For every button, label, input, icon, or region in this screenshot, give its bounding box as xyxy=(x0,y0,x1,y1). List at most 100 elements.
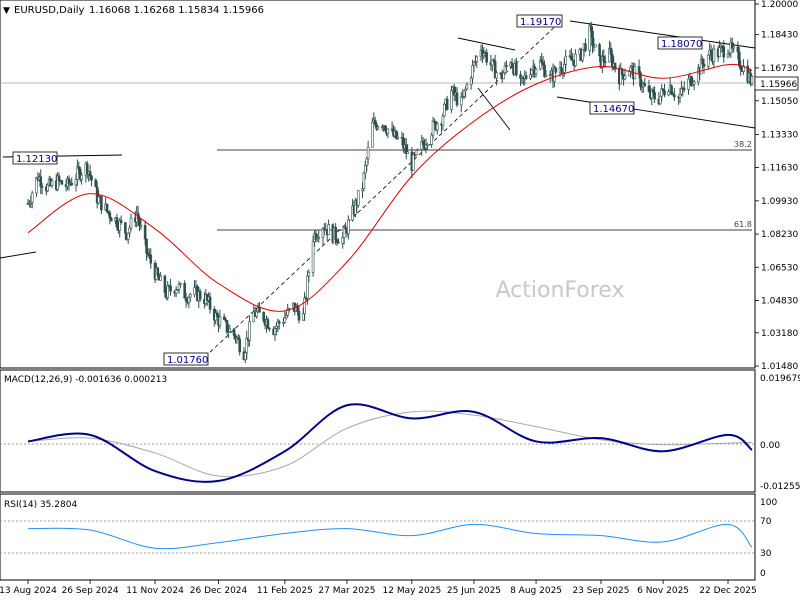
candle-body[interactable] xyxy=(701,58,704,65)
candle-body[interactable] xyxy=(462,90,466,97)
candle-body[interactable] xyxy=(50,180,54,186)
candle-body[interactable] xyxy=(544,75,548,78)
candle-body[interactable] xyxy=(554,67,558,73)
candle-body[interactable] xyxy=(637,66,641,74)
candle-body[interactable] xyxy=(258,307,261,313)
candle-body[interactable] xyxy=(139,225,143,227)
candle-body[interactable] xyxy=(588,25,591,51)
candle-body[interactable] xyxy=(396,136,400,139)
candle-body[interactable] xyxy=(455,92,459,106)
candle-body[interactable] xyxy=(530,69,534,76)
candle-body[interactable] xyxy=(169,285,172,292)
candle-body[interactable] xyxy=(306,275,309,299)
candle-body[interactable] xyxy=(362,172,366,189)
candle-body[interactable] xyxy=(227,331,230,334)
candle-body[interactable] xyxy=(208,296,212,310)
candle-body[interactable] xyxy=(268,327,271,330)
candle-body[interactable] xyxy=(435,123,439,131)
candle-body[interactable] xyxy=(35,177,38,194)
candle-body[interactable] xyxy=(184,297,188,302)
candle-body[interactable] xyxy=(163,275,167,293)
candle-body[interactable] xyxy=(589,25,593,32)
candle-body[interactable] xyxy=(335,239,339,243)
candle-body[interactable] xyxy=(750,76,754,85)
candle-body[interactable] xyxy=(109,217,113,222)
candle-body[interactable] xyxy=(174,289,178,294)
candle-body[interactable] xyxy=(627,71,631,77)
candle-body[interactable] xyxy=(222,316,226,320)
candle-body[interactable] xyxy=(722,46,726,58)
candle-body[interactable] xyxy=(469,77,473,86)
trendline-2025-07-bottom[interactable] xyxy=(477,87,511,131)
candle-body[interactable] xyxy=(658,95,662,104)
candle-body[interactable] xyxy=(365,158,369,166)
candle-body[interactable] xyxy=(273,328,277,335)
candle-body[interactable] xyxy=(244,352,247,360)
candle-body[interactable] xyxy=(726,53,730,58)
candle-body[interactable] xyxy=(623,75,627,80)
candle-body[interactable] xyxy=(198,291,202,300)
candle-body[interactable] xyxy=(465,84,469,90)
candle-body[interactable] xyxy=(742,65,745,72)
candle-body[interactable] xyxy=(553,67,556,82)
candle-body[interactable] xyxy=(232,328,236,336)
candle-body[interactable] xyxy=(491,59,494,66)
candle-body[interactable] xyxy=(376,126,380,130)
candle-body[interactable] xyxy=(736,46,740,53)
candle-body[interactable] xyxy=(255,311,258,317)
candle-body[interactable] xyxy=(166,285,170,298)
candle-body[interactable] xyxy=(74,179,78,186)
candle-body[interactable] xyxy=(317,237,321,239)
candle-body[interactable] xyxy=(493,60,497,79)
candle-body[interactable] xyxy=(373,119,377,125)
candle-body[interactable] xyxy=(541,62,545,66)
candle-body[interactable] xyxy=(88,171,92,177)
candle-body[interactable] xyxy=(538,59,542,70)
candle-body[interactable] xyxy=(179,283,182,285)
candle-body[interactable] xyxy=(603,61,607,63)
candle-body[interactable] xyxy=(277,321,281,324)
candle-body[interactable] xyxy=(524,75,528,79)
candle-body[interactable] xyxy=(39,176,43,187)
macd-pane[interactable] xyxy=(0,369,756,493)
candle-body[interactable] xyxy=(678,93,682,98)
candle-body[interactable] xyxy=(643,83,647,87)
candle-body[interactable] xyxy=(284,315,288,318)
candle-body[interactable] xyxy=(609,47,613,55)
symbol-caret-icon[interactable]: ▼ xyxy=(3,6,10,16)
candle-body[interactable] xyxy=(386,128,390,134)
candle-body[interactable] xyxy=(105,203,109,212)
candle-body[interactable] xyxy=(108,212,112,219)
candle-body[interactable] xyxy=(177,284,181,290)
candles[interactable] xyxy=(26,21,754,364)
candle-body[interactable] xyxy=(702,63,706,67)
candle-body[interactable] xyxy=(406,151,409,154)
candle-body[interactable] xyxy=(502,72,505,80)
candle-body[interactable] xyxy=(311,241,315,273)
candle-body[interactable] xyxy=(363,164,367,174)
candle-body[interactable] xyxy=(342,227,346,238)
candle-body[interactable] xyxy=(718,47,721,58)
candle-body[interactable] xyxy=(126,232,130,240)
candle-body[interactable] xyxy=(485,52,488,63)
candle-body[interactable] xyxy=(670,85,673,95)
candle-body[interactable] xyxy=(70,182,74,186)
candle-body[interactable] xyxy=(495,72,498,79)
candle-body[interactable] xyxy=(128,227,131,234)
candle-body[interactable] xyxy=(594,44,597,48)
candle-body[interactable] xyxy=(225,320,229,333)
candle-body[interactable] xyxy=(426,144,429,146)
candle-body[interactable] xyxy=(653,92,656,100)
candle-body[interactable] xyxy=(613,62,617,70)
candle-body[interactable] xyxy=(307,271,311,277)
candle-body[interactable] xyxy=(149,254,153,264)
candle-body[interactable] xyxy=(371,121,374,148)
candle-body[interactable] xyxy=(712,48,716,62)
candle-body[interactable] xyxy=(215,312,219,317)
candle-body[interactable] xyxy=(143,225,147,240)
candle-body[interactable] xyxy=(673,94,676,98)
candle-body[interactable] xyxy=(248,321,251,341)
candle-body[interactable] xyxy=(416,149,419,151)
